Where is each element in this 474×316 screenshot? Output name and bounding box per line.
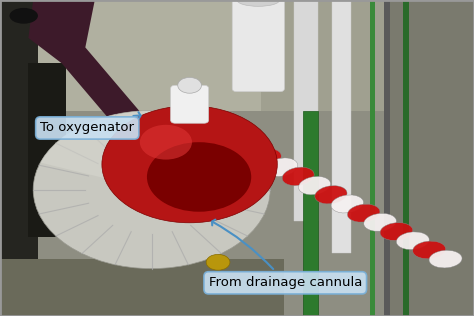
Bar <box>261 0 474 111</box>
Ellipse shape <box>429 250 462 268</box>
FancyBboxPatch shape <box>232 0 284 92</box>
Ellipse shape <box>9 8 38 24</box>
FancyBboxPatch shape <box>171 85 209 123</box>
Circle shape <box>147 142 251 212</box>
Ellipse shape <box>364 213 396 231</box>
Circle shape <box>102 106 277 223</box>
Ellipse shape <box>282 167 314 185</box>
Ellipse shape <box>315 186 347 204</box>
Bar <box>303 111 318 316</box>
Ellipse shape <box>380 223 413 240</box>
Bar <box>28 63 66 237</box>
Ellipse shape <box>347 204 380 222</box>
Circle shape <box>178 77 201 93</box>
Ellipse shape <box>266 158 298 176</box>
Bar <box>0 0 261 111</box>
Ellipse shape <box>237 0 280 6</box>
Wedge shape <box>40 111 211 190</box>
Circle shape <box>33 111 270 269</box>
Bar <box>403 0 409 316</box>
Bar <box>0 259 284 316</box>
Polygon shape <box>28 0 166 158</box>
Ellipse shape <box>299 176 330 195</box>
Circle shape <box>206 254 230 270</box>
Bar <box>384 0 390 316</box>
Bar <box>294 0 318 221</box>
Ellipse shape <box>250 149 281 167</box>
Bar <box>0 0 38 316</box>
Ellipse shape <box>331 195 364 213</box>
Ellipse shape <box>413 241 446 259</box>
Text: From drainage cannula: From drainage cannula <box>209 220 362 289</box>
Bar <box>389 0 474 316</box>
Circle shape <box>140 125 192 160</box>
Text: To oxygenator: To oxygenator <box>40 112 141 135</box>
Bar <box>332 0 351 253</box>
Ellipse shape <box>396 232 429 250</box>
Bar <box>370 0 375 316</box>
